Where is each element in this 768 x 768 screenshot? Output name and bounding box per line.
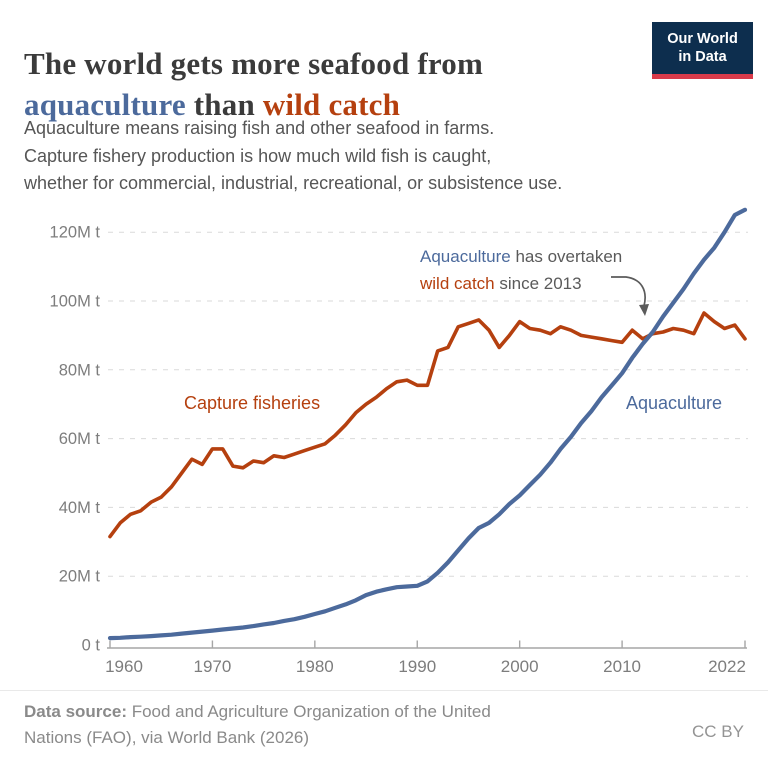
- chart-subtitle: Aquaculture means raising fish and other…: [24, 115, 664, 198]
- subtitle-line-1: Aquaculture means raising fish and other…: [24, 118, 495, 138]
- logo-line-1: Our World: [667, 31, 738, 47]
- aquaculture-line: [107, 207, 748, 641]
- subtitle-line-2: Capture fishery production is how much w…: [24, 145, 492, 166]
- data-lines: [107, 207, 748, 641]
- license-badge: CC BY: [692, 722, 744, 741]
- x-axis-tick-label: 1980: [296, 657, 334, 676]
- rich-text-part: aquaculture: [24, 86, 186, 122]
- subtitle-line-3: whether for commercial, industrial, recr…: [24, 173, 563, 193]
- rich-text-part: The world gets more seafood from: [24, 45, 483, 81]
- capture-fisheries-line: [108, 311, 747, 539]
- gridlines: [108, 231, 748, 577]
- y-axis-tick-label: 0 t: [82, 637, 101, 655]
- annotation-arrow-icon: [611, 276, 646, 307]
- data-source-value: Food and Agriculture Organization of the…: [24, 702, 491, 747]
- x-axis-tick-label: 1960: [105, 657, 143, 676]
- axes: 0 t 20M t 40M t 60M t 80M t 100M t 120M t 1960 1…: [50, 224, 747, 676]
- rich-text-part: since 2013: [494, 274, 582, 293]
- logo-accent-bar: [652, 74, 753, 79]
- y-axis-tick-label: 60M t: [59, 430, 101, 448]
- y-axis-tick-label: 120M t: [50, 224, 101, 242]
- x-axis-tick-label: 2000: [501, 657, 539, 676]
- x-axis-tick-label: 1990: [398, 657, 436, 676]
- rich-text-part: wild catch: [262, 86, 401, 122]
- x-axis-tick-label: 1970: [194, 657, 232, 676]
- logo-line-2: in Data: [678, 48, 727, 65]
- rich-text-part: Aquaculture: [420, 247, 511, 266]
- y-axis-tick-label: 100M t: [50, 293, 101, 311]
- logo-text: Our World in Data: [652, 22, 753, 74]
- rich-text-part: than: [185, 86, 263, 122]
- footer-divider: [0, 690, 768, 691]
- y-axis-tick-label: 40M t: [59, 499, 101, 517]
- data-source-note: Data source: Food and Agriculture Organi…: [24, 699, 504, 751]
- overtake-annotation: Aquaculture has overtaken wild catch sinc…: [420, 243, 622, 297]
- data-source-label: Data source:: [24, 702, 127, 721]
- rich-text-part: wild catch: [420, 274, 495, 293]
- annotation-arrowhead-icon: [639, 304, 649, 316]
- capture-fisheries-series-label: Capture fisheries: [184, 393, 321, 413]
- aquaculture-series-label: Aquaculture: [626, 393, 723, 413]
- y-axis-tick-label: 80M t: [59, 361, 101, 379]
- x-axis-tick-label: 2022: [708, 657, 746, 676]
- our-world-in-data-logo: Our World in Data: [652, 22, 753, 79]
- page-title: The world gets more seafood from aquacul…: [24, 43, 644, 125]
- rich-text-part: has overtaken: [510, 247, 623, 266]
- y-axis-tick-label: 20M t: [59, 568, 101, 586]
- x-axis-tick-label: 2010: [603, 657, 641, 676]
